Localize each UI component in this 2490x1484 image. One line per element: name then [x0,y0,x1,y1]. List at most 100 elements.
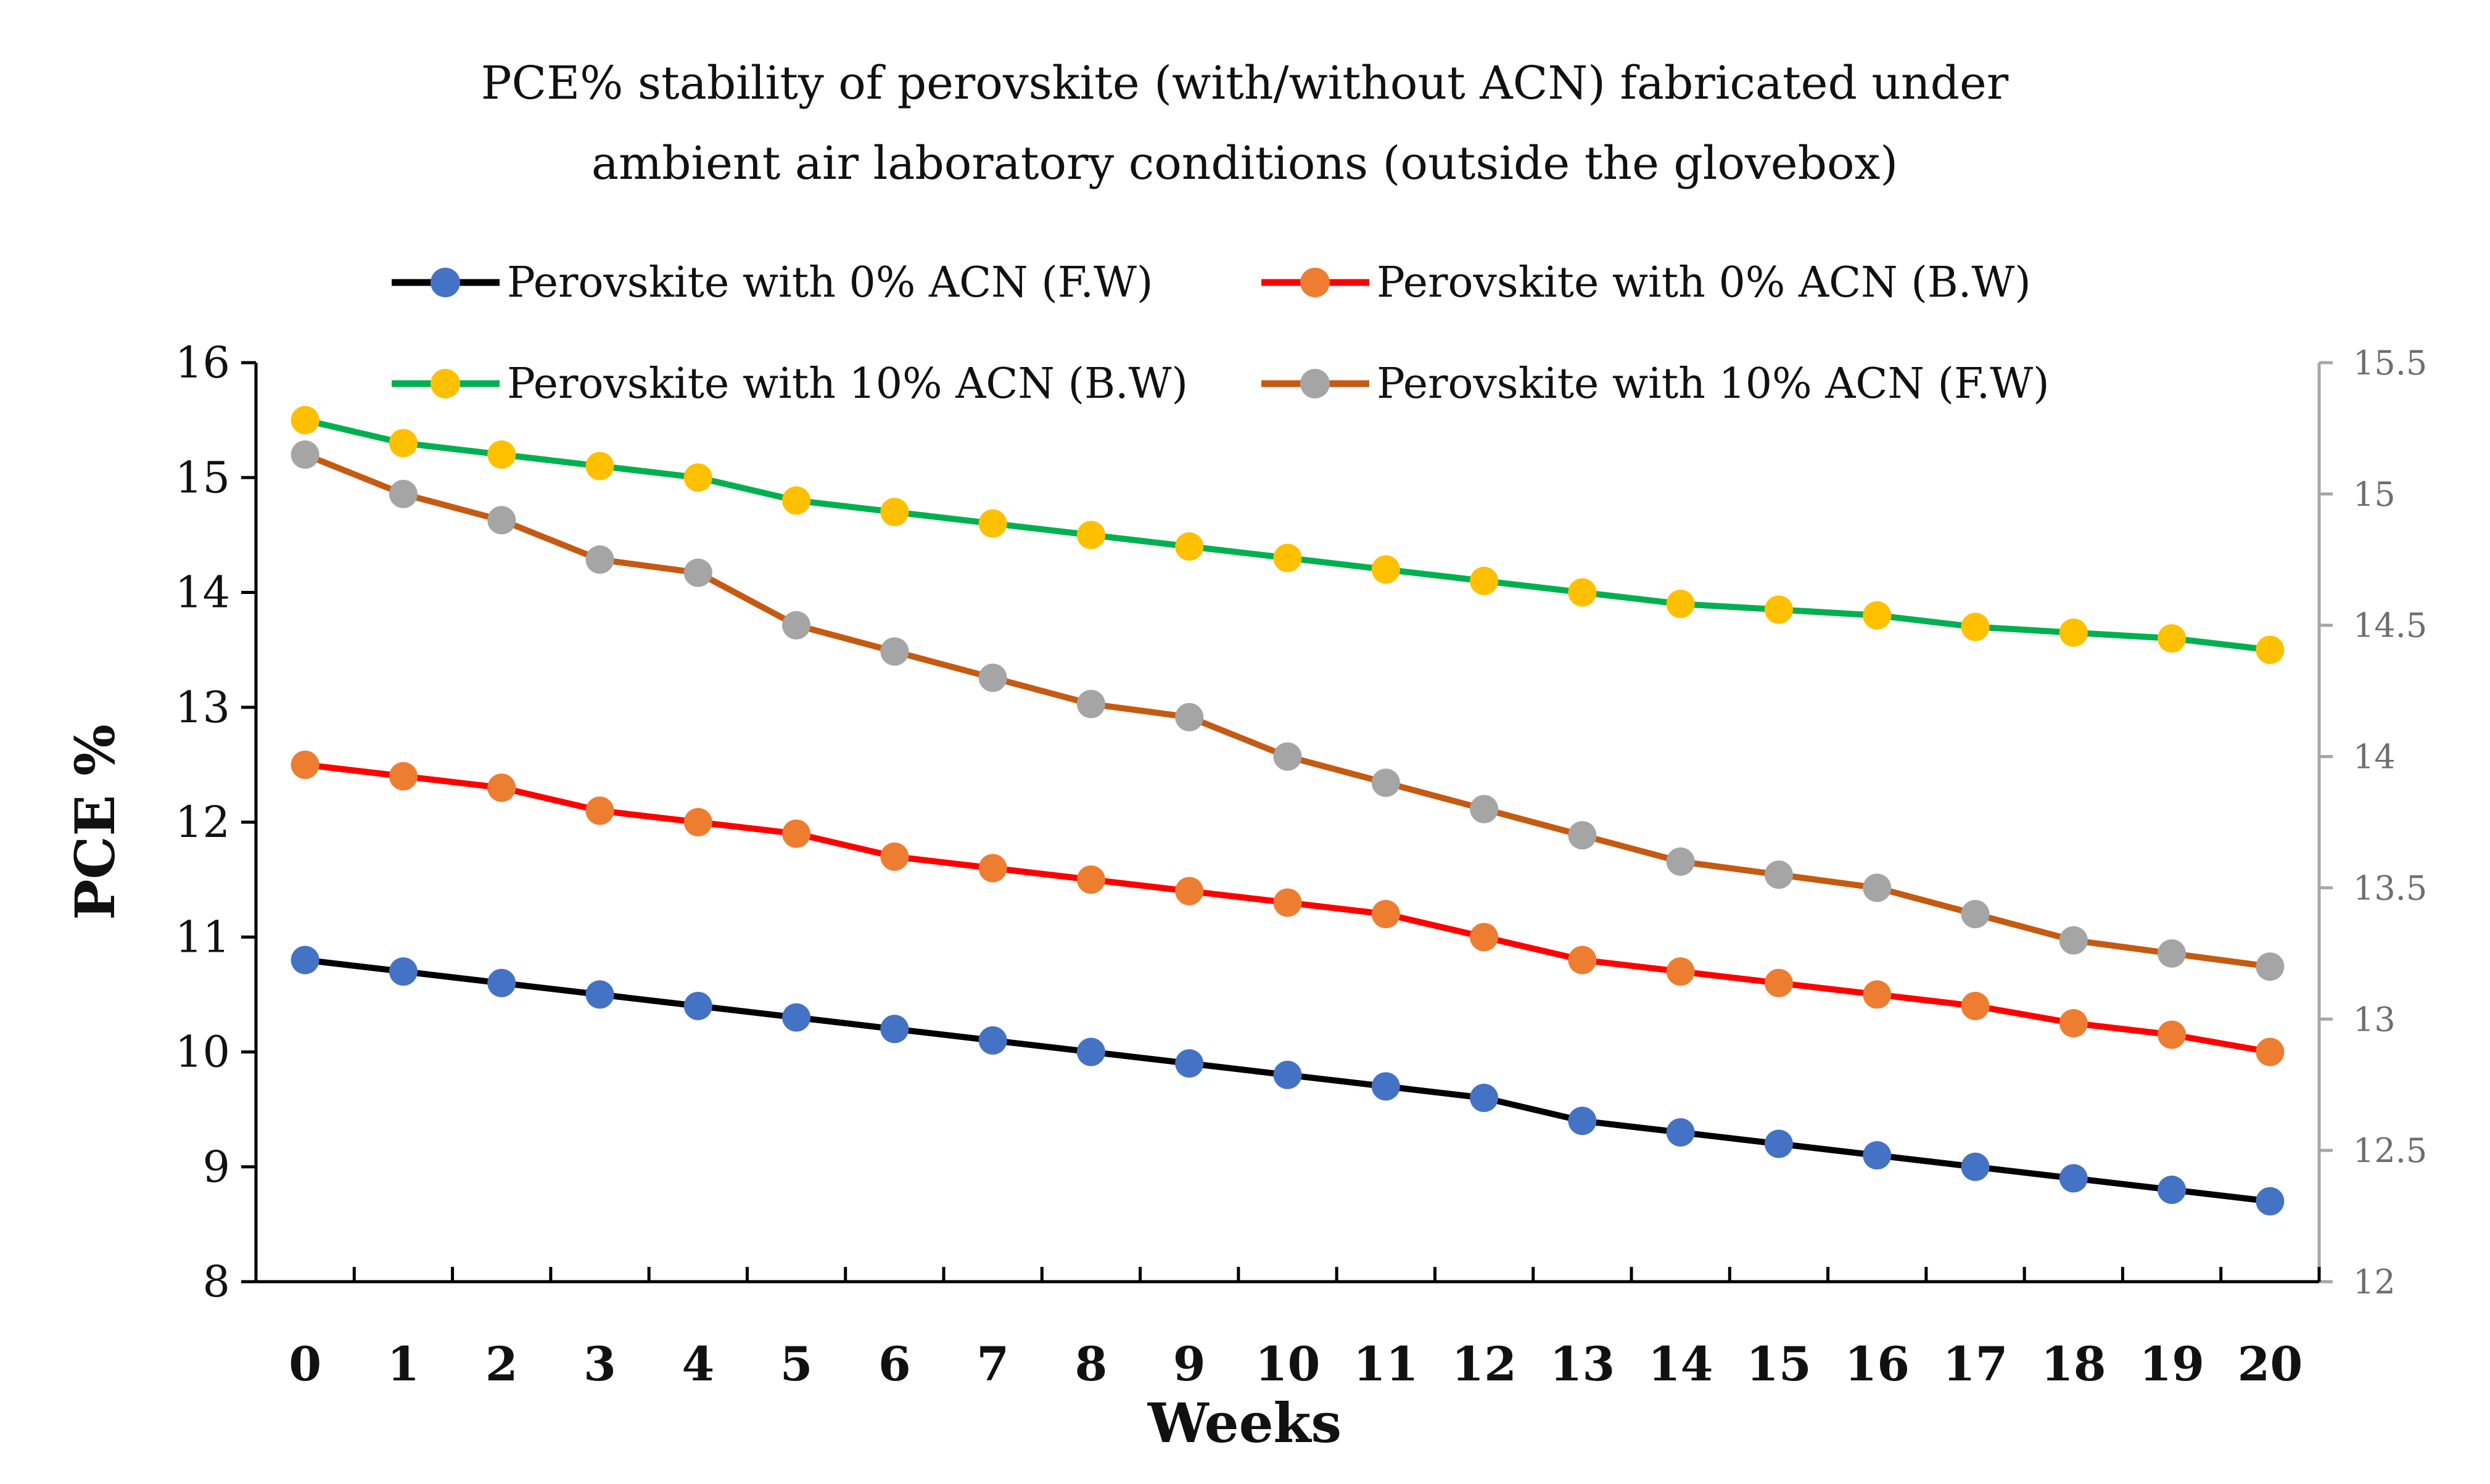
legend-entry: Perovskite with 10% ACN (F.W) [1261,360,2050,408]
data-point [585,796,614,825]
data-point [389,479,418,508]
data-point [1076,521,1105,550]
data-point [2256,952,2285,981]
x-tick-label: 20 [2237,1337,2302,1391]
data-point [487,773,516,802]
data-point [1470,1084,1499,1112]
data-point [782,1003,811,1032]
legend: Perovskite with 0% ACN (F.W) Perovskite … [392,258,2050,408]
data-point [683,463,712,492]
left-y-tick-label: 12 [175,797,230,847]
data-point [1961,900,1990,928]
data-point [2059,1008,2088,1037]
legend-marker [1300,268,1330,297]
data-point [2059,1164,2088,1193]
x-tick-label: 7 [976,1337,1009,1391]
data-point [1666,1118,1695,1147]
x-tick-label: 0 [289,1337,321,1391]
x-tick-label: 16 [1844,1337,1910,1391]
right-y-tick-label: 15.5 [2353,344,2427,382]
series [291,750,2285,1066]
legend-entry: Perovskite with 0% ACN (B.W) [1261,258,2031,307]
data-point [1273,543,1302,572]
data-point [487,440,516,469]
data-point [1764,595,1793,624]
data-point [1175,532,1204,561]
data-point [1076,690,1105,719]
x-tick-label: 10 [1255,1337,1321,1391]
data-point [1470,566,1499,595]
data-point [1764,1129,1793,1158]
data-point [1961,992,1990,1020]
left-y-tick-label: 16 [175,337,230,388]
x-tick-label: 14 [1648,1337,1713,1391]
left-y-tick-label: 14 [175,567,230,618]
data-point [2158,1176,2187,1204]
legend-label: Perovskite with 10% ACN (F.W) [1377,360,2050,408]
data-point [291,440,319,469]
data-point [1568,578,1597,607]
x-tick-label: 11 [1353,1337,1419,1391]
x-tick-label: 9 [1173,1337,1206,1391]
right-y-tick-label: 13.5 [2353,868,2427,907]
right-y-tick-label: 12 [2353,1263,2396,1301]
data-point [1371,1072,1400,1101]
x-ticks: 0 1 2 3 4 5 6 7 8 9 10 11 12 13 14 15 16 17 18 19 20 [254,1267,2321,1391]
data-point [782,486,811,515]
data-point [2256,1187,2285,1216]
data-point [2256,1037,2285,1066]
data-point [291,406,319,435]
data-point [2158,624,2187,653]
data-point [291,946,319,975]
x-tick-label: 17 [1943,1337,2008,1391]
data-point [683,808,712,836]
legend-marker [1300,369,1330,398]
legend-label: Perovskite with 10% ACN (B.W) [507,360,1188,408]
left-y-tick-label: 13 [175,682,230,733]
x-tick-label: 3 [583,1337,616,1391]
data-point [880,498,909,527]
right-y-tick-label: 14.5 [2353,606,2427,645]
data-point [1863,601,1892,630]
data-point [1666,590,1695,619]
data-point [880,1015,909,1044]
y-axis-title: PCE % [63,724,127,920]
x-tick-label: 12 [1451,1337,1517,1391]
data-point [1175,1049,1204,1078]
data-point [1568,946,1597,975]
x-tick-label: 15 [1746,1337,1812,1391]
data-point [1273,888,1302,917]
data-point [1470,923,1499,952]
x-tick-label: 13 [1549,1337,1615,1391]
legend-label: Perovskite with 0% ACN (F.W) [507,258,1153,307]
data-point [683,992,712,1020]
data-point [2059,926,2088,955]
data-point [2158,939,2187,968]
data-point [1666,957,1695,986]
x-tick-label: 18 [2041,1337,2106,1391]
data-point [291,750,319,779]
x-axis-title: Weeks [1147,1391,1342,1455]
data-point [683,558,712,587]
data-point [1175,876,1204,905]
x-tick-label: 4 [682,1337,714,1391]
data-point [487,968,516,997]
left-y-tick-label: 11 [175,912,230,962]
series [291,440,2285,981]
right-y-ticks: 12 12.5 13 13.5 14 14.5 15 15.5 [2319,344,2427,1301]
legend-label: Perovskite with 0% ACN (B.W) [1377,258,2031,307]
data-point [1273,1060,1302,1089]
data-point [1568,821,1597,850]
data-point [782,819,811,848]
right-y-tick-label: 14 [2353,738,2396,777]
data-point [389,429,418,458]
data-point [880,842,909,871]
data-point [585,451,614,480]
data-point [389,762,418,791]
data-point [585,980,614,1009]
data-point [1175,703,1204,732]
left-y-tick-label: 8 [202,1256,230,1307]
data-point [2158,1020,2187,1049]
data-point [1764,968,1793,997]
data-point [978,1026,1007,1055]
